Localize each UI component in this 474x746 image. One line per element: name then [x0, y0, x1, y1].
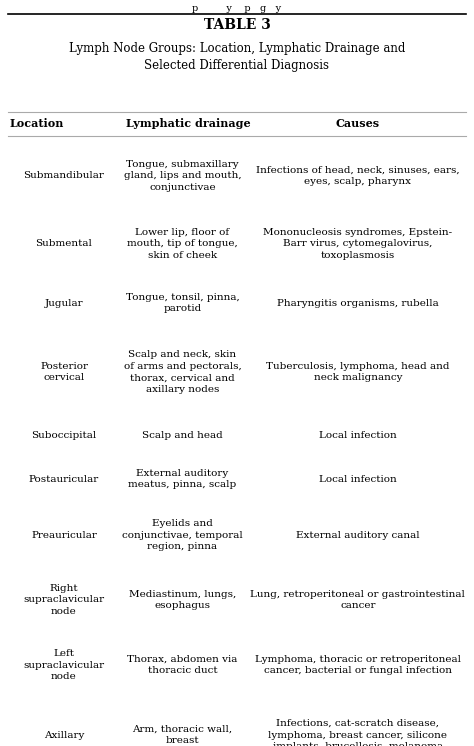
Text: Lymphoma, thoracic or retroperitoneal
cancer, bacterial or fungal infection: Lymphoma, thoracic or retroperitoneal ca… — [255, 655, 461, 675]
Text: External auditory canal: External auditory canal — [296, 530, 419, 539]
Text: Tuberculosis, lymphoma, head and
neck malignancy: Tuberculosis, lymphoma, head and neck ma… — [266, 362, 450, 382]
Text: Thorax, abdomen via
thoracic duct: Thorax, abdomen via thoracic duct — [128, 655, 237, 675]
Text: Tongue, submaxillary
gland, lips and mouth,
conjunctivae: Tongue, submaxillary gland, lips and mou… — [124, 160, 241, 192]
Text: Local infection: Local infection — [319, 474, 397, 483]
Text: Causes: Causes — [336, 118, 380, 129]
Text: Submandibular: Submandibular — [24, 172, 104, 181]
Text: Lymphatic drainage: Lymphatic drainage — [126, 118, 250, 129]
Text: External auditory
meatus, pinna, scalp: External auditory meatus, pinna, scalp — [128, 468, 237, 489]
Text: Pharyngitis organisms, rubella: Pharyngitis organisms, rubella — [277, 298, 439, 307]
Text: Eyelids and
conjunctivae, temporal
region, pinna: Eyelids and conjunctivae, temporal regio… — [122, 519, 243, 551]
Text: Lower lip, floor of
mouth, tip of tongue,
skin of cheek: Lower lip, floor of mouth, tip of tongue… — [127, 228, 238, 260]
Text: Lymph Node Groups: Location, Lymphatic Drainage and
Selected Differential Diagno: Lymph Node Groups: Location, Lymphatic D… — [69, 42, 405, 72]
Text: Jugular: Jugular — [45, 298, 83, 307]
Text: Postauricular: Postauricular — [29, 474, 99, 483]
Text: Arm, thoracic wall,
breast: Arm, thoracic wall, breast — [132, 725, 233, 745]
Text: Location: Location — [9, 118, 64, 129]
Text: Mediastinum, lungs,
esophagus: Mediastinum, lungs, esophagus — [129, 590, 236, 610]
Text: Local infection: Local infection — [319, 430, 397, 439]
Text: Axillary: Axillary — [44, 730, 84, 739]
Text: Tongue, tonsil, pinna,
parotid: Tongue, tonsil, pinna, parotid — [126, 292, 239, 313]
Text: Mononucleosis syndromes, Epstein-
Barr virus, cytomegalovirus,
toxoplasmosis: Mononucleosis syndromes, Epstein- Barr v… — [264, 228, 452, 260]
Text: Lung, retroperitoneal or gastrointestinal
cancer: Lung, retroperitoneal or gastrointestina… — [250, 590, 465, 610]
Text: Right
supraclavicular
node: Right supraclavicular node — [23, 584, 105, 616]
Text: Left
supraclavicular
node: Left supraclavicular node — [23, 649, 105, 681]
Text: Infections, cat-scratch disease,
lymphoma, breast cancer, silicone
implants, bru: Infections, cat-scratch disease, lymphom… — [268, 719, 447, 746]
Text: p         y    p   g   y: p y p g y — [192, 4, 282, 13]
Text: Scalp and head: Scalp and head — [142, 430, 223, 439]
Text: Suboccipital: Suboccipital — [31, 430, 97, 439]
Text: Posterior
cervical: Posterior cervical — [40, 362, 88, 382]
Text: TABLE 3: TABLE 3 — [203, 18, 271, 32]
Text: Scalp and neck, skin
of arms and pectorals,
thorax, cervical and
axillary nodes: Scalp and neck, skin of arms and pectora… — [124, 351, 241, 394]
Text: Infections of head, neck, sinuses, ears,
eyes, scalp, pharynx: Infections of head, neck, sinuses, ears,… — [256, 166, 460, 186]
Text: Preauricular: Preauricular — [31, 530, 97, 539]
Text: Submental: Submental — [36, 239, 92, 248]
